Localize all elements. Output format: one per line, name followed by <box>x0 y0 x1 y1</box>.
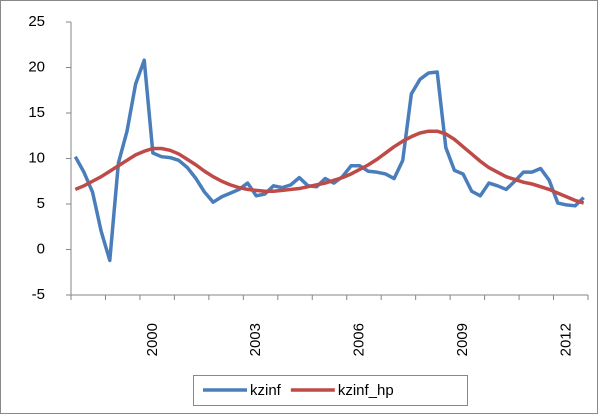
y-tick-label: 20 <box>28 58 45 75</box>
y-tick-label: 5 <box>37 195 45 212</box>
x-tick-label: 2009 <box>454 323 471 356</box>
legend-label: kzinf <box>250 382 282 399</box>
legend: kzinf kzinf_hp <box>193 375 468 406</box>
y-tick-label: -5 <box>32 286 45 303</box>
y-tick-label: 10 <box>28 149 45 166</box>
legend-label: kzinf_hp <box>338 382 394 399</box>
y-tick-label: 15 <box>28 104 45 121</box>
x-tick-label: 2012 <box>557 323 574 356</box>
x-tick-label: 2006 <box>351 323 368 356</box>
x-tick-label: 2000 <box>144 323 161 356</box>
x-tick-label: 2003 <box>247 323 264 356</box>
y-tick-label: 0 <box>37 240 45 257</box>
y-tick-label: 25 <box>28 13 45 30</box>
series-line <box>74 129 585 205</box>
